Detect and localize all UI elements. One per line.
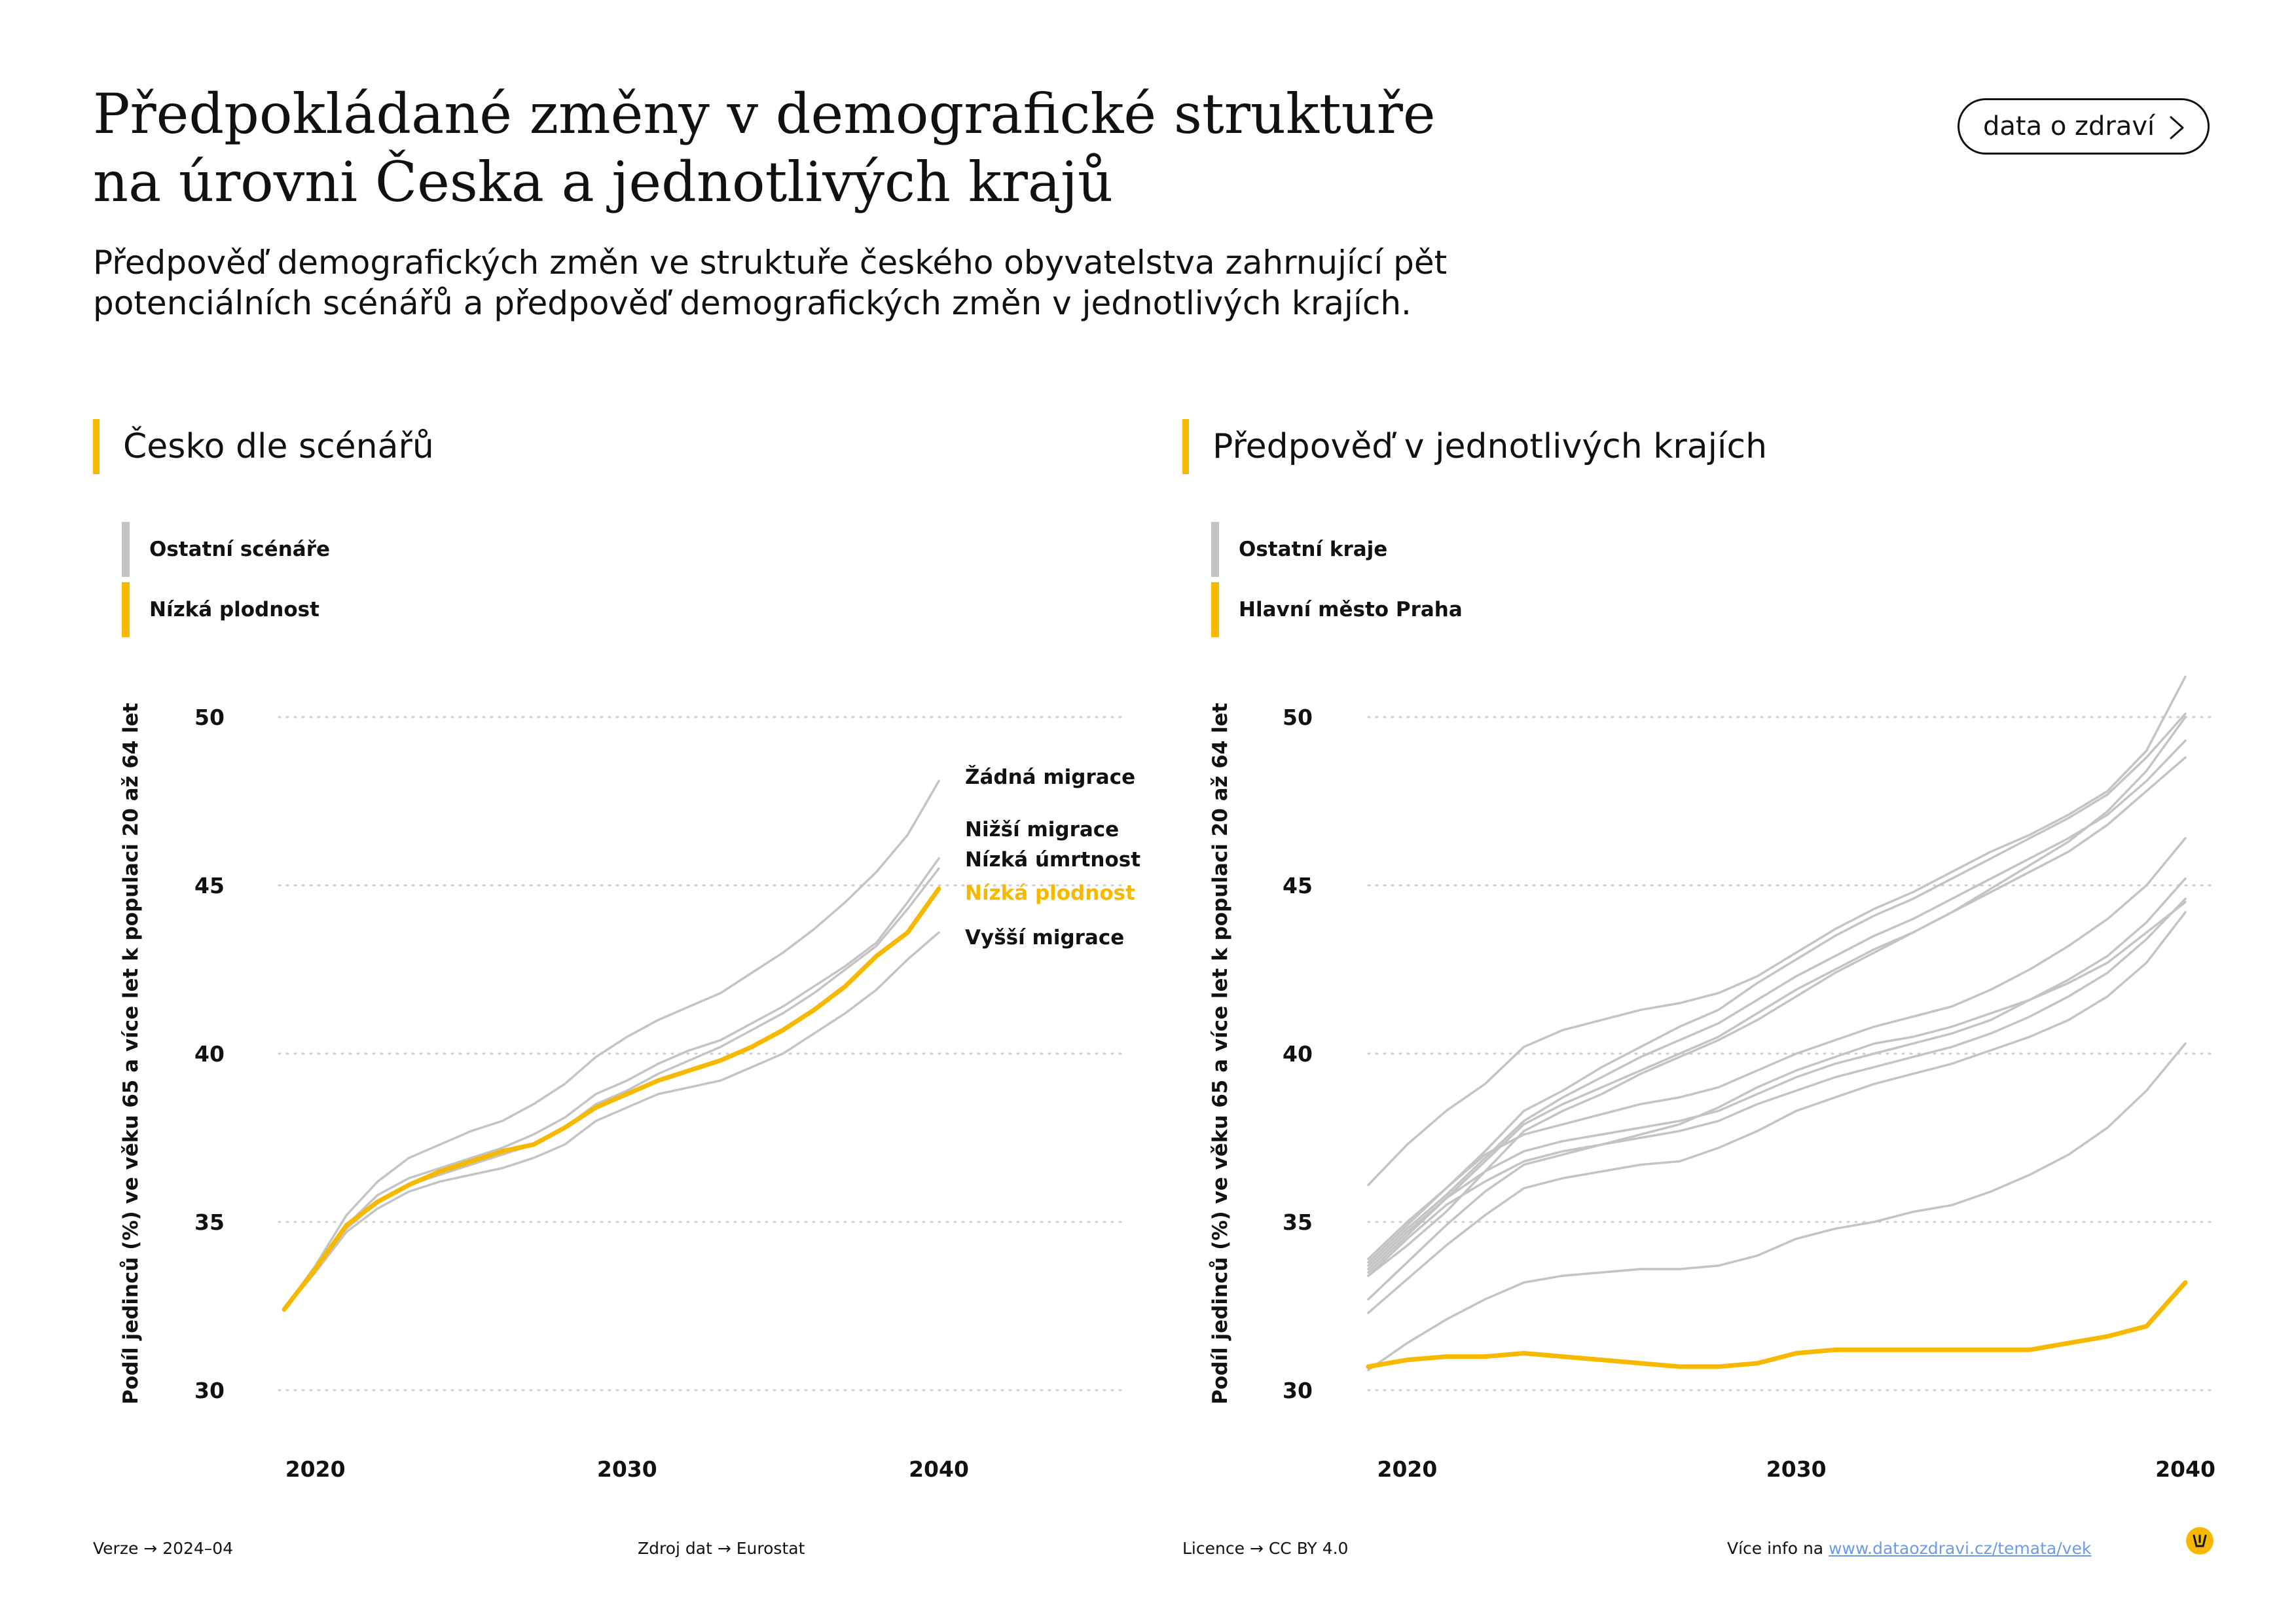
series-line [1367, 716, 2187, 1277]
series-line [283, 779, 940, 1311]
page-title-line2: na úrovni Česka a jednotlivých krajů [93, 150, 1114, 214]
y-axis-label: Podíl jedinců (%) ve věku 65 a více let … [1209, 703, 1232, 1405]
series-label: Nižší migrace [965, 818, 1119, 841]
footer-source-label: Zdroj dat [638, 1539, 712, 1558]
series-line-highlight [1366, 1280, 2188, 1369]
data-o-zdravi-button[interactable]: data o zdraví [1958, 98, 2210, 155]
legend-label: Nízká plodnost [149, 598, 319, 621]
y-tick-label: 30 [1283, 1378, 1313, 1403]
legend-item-ostatni-scenare: Ostatní scénáře [122, 522, 330, 577]
footer-info-link[interactable]: www.dataozdravi.cz/temata/vek [1829, 1539, 2092, 1558]
series-line [1367, 900, 2187, 1301]
y-tick-label: 40 [1283, 1041, 1313, 1067]
y-tick-label: 50 [194, 705, 225, 730]
y-tick-label: 35 [1283, 1209, 1313, 1235]
footer-info-label: Více info na [1727, 1539, 1824, 1558]
arrow-right-icon: → [143, 1539, 158, 1558]
x-tick-label: 2040 [2155, 1456, 2215, 1482]
y-tick-label: 40 [194, 1041, 225, 1067]
logo-badge-icon [2186, 1527, 2214, 1555]
legend-swatch [1211, 582, 1219, 637]
series-line [1367, 911, 2187, 1314]
series-line [283, 931, 940, 1311]
section-heading-cesko: Česko dle scénářů [93, 419, 434, 474]
x-tick-label: 2020 [1377, 1456, 1437, 1482]
series-label: Nízká úmrtnost [965, 848, 1140, 872]
series-line [1367, 837, 2187, 1264]
legend-swatch [122, 582, 130, 637]
footer-license: Licence → CC BY 4.0 [1182, 1539, 1348, 1558]
footer-version-label: Verze [93, 1539, 139, 1558]
series-line-highlight [282, 886, 941, 1312]
series-label: Nízká plodnost [965, 881, 1135, 905]
x-tick-label: 2030 [1766, 1456, 1827, 1482]
series-line [1367, 712, 2187, 1261]
series-line [1367, 756, 2187, 1274]
y-tick-label: 35 [194, 1209, 225, 1235]
x-tick-label: 2020 [285, 1456, 346, 1482]
footer-info: Více info na www.dataozdravi.cz/temata/v… [1727, 1539, 2091, 1558]
series-line [1367, 739, 2187, 1267]
legend-swatch [1211, 522, 1219, 577]
footer-license-value: CC BY 4.0 [1268, 1539, 1349, 1558]
section-accent-bar [1182, 419, 1189, 474]
cta-label: data o zdraví [1983, 111, 2155, 141]
series-label: Žádná migrace [965, 766, 1135, 789]
section-heading-label: Česko dle scénářů [123, 427, 434, 466]
page-subtitle-line1: Předpověď demografických změn ve struktu… [93, 244, 1448, 282]
footer-source: Zdroj dat → Eurostat [638, 1539, 805, 1558]
y-axis-label: Podíl jedinců (%) ve věku 65 a více let … [119, 703, 143, 1405]
footer-version: Verze → 2024–04 [93, 1539, 233, 1558]
page-title-line1: Předpokládané změny v demografické struk… [93, 82, 1436, 146]
legend-label: Ostatní kraje [1239, 538, 1388, 561]
series-line [283, 857, 940, 1311]
footer-version-value: 2024–04 [162, 1539, 234, 1558]
series-line [1367, 877, 2187, 1270]
arrow-right-icon: → [1249, 1539, 1264, 1558]
legend-swatch [122, 522, 130, 577]
footer-license-label: Licence [1182, 1539, 1245, 1558]
y-tick-label: 45 [194, 873, 225, 898]
chevron-right-icon [2170, 116, 2184, 139]
arrow-right-icon: → [717, 1539, 731, 1558]
footer-source-value: Eurostat [736, 1539, 805, 1558]
section-heading-label: Předpověď v jednotlivých krajích [1212, 427, 1768, 466]
legend-label: Hlavní město Praha [1239, 598, 1463, 621]
series-line [1367, 1042, 2187, 1371]
series-line [1367, 675, 2187, 1187]
y-tick-label: 30 [194, 1378, 225, 1403]
legend-label: Ostatní scénáře [149, 538, 331, 561]
legend-item-ostatni-kraje: Ostatní kraje [1211, 522, 1387, 577]
x-tick-label: 2030 [597, 1456, 657, 1482]
series-line [1367, 897, 2187, 1277]
section-accent-bar [93, 419, 100, 474]
page-subtitle: Předpověď demografických změn ve struktu… [93, 242, 1730, 323]
legend-item-nizka-plodnost: Nízká plodnost [122, 582, 319, 637]
page-title: Předpokládané změny v demografické struk… [93, 80, 1533, 216]
section-heading-kraje: Předpověď v jednotlivých krajích [1182, 419, 1767, 474]
page-subtitle-line2: potenciálních scénářů a předpověď demogr… [93, 284, 1412, 322]
y-tick-label: 50 [1283, 705, 1313, 730]
x-tick-label: 2040 [909, 1456, 969, 1482]
y-tick-label: 45 [1283, 873, 1313, 898]
legend-item-praha: Hlavní město Praha [1211, 582, 1463, 637]
series-label: Vyšší migrace [965, 926, 1124, 950]
